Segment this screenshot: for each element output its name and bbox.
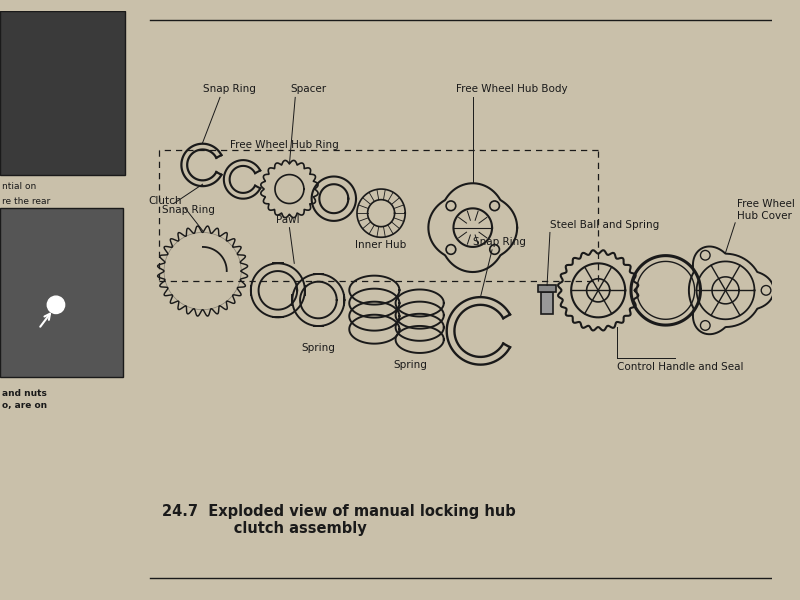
Text: re the rear: re the rear (2, 197, 50, 206)
Text: Free Wheel
Hub Cover: Free Wheel Hub Cover (737, 199, 795, 221)
Text: Clutch: Clutch (148, 196, 182, 206)
Text: Free Wheel Hub Ring: Free Wheel Hub Ring (230, 140, 339, 151)
Text: ntial on: ntial on (2, 182, 36, 191)
Text: 24.7  Exploded view of manual locking hub
              clutch assembly: 24.7 Exploded view of manual locking hub… (162, 504, 516, 536)
Text: Pawl: Pawl (276, 215, 299, 225)
Text: Spacer: Spacer (290, 85, 327, 94)
Bar (0, 11, 126, 175)
Bar (542, 292, 553, 314)
Bar (538, 284, 556, 292)
Text: Snap Ring: Snap Ring (474, 237, 526, 247)
Text: Spring: Spring (302, 343, 335, 353)
Text: Snap Ring: Snap Ring (203, 85, 256, 94)
Text: Spring: Spring (393, 360, 427, 370)
Text: Snap Ring: Snap Ring (162, 205, 215, 215)
Text: Inner Hub: Inner Hub (355, 240, 406, 250)
Text: Free Wheel Hub Body: Free Wheel Hub Body (455, 85, 567, 94)
Circle shape (47, 296, 65, 314)
Text: Control Handle and Seal: Control Handle and Seal (618, 362, 744, 372)
Text: and nuts: and nuts (2, 389, 47, 398)
Bar (0, 208, 123, 377)
Text: Steel Ball and Spring: Steel Ball and Spring (550, 220, 659, 230)
Text: o, are on: o, are on (2, 401, 47, 410)
